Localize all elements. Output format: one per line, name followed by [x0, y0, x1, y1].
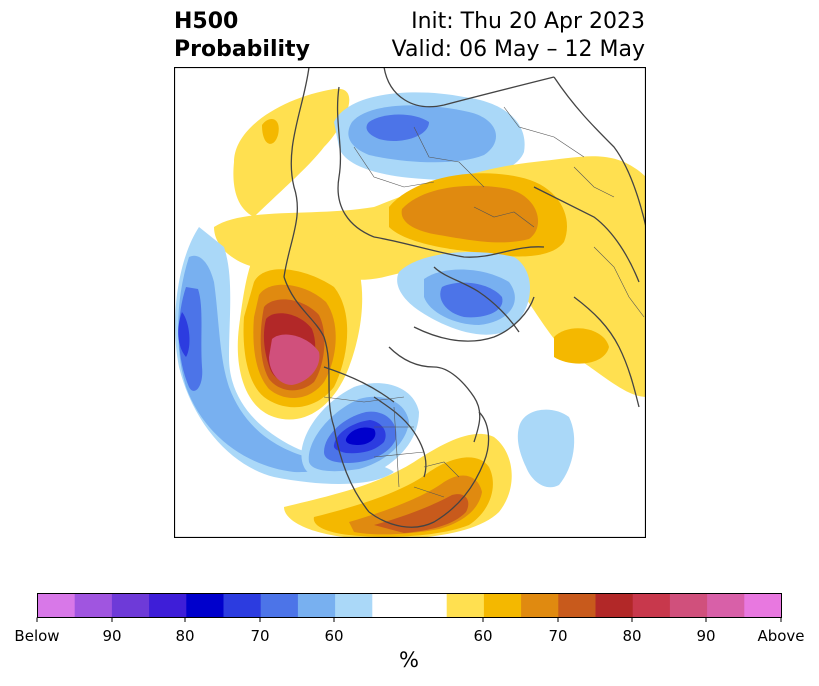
colorbar-label-below-70: 70: [250, 627, 270, 645]
anomaly-above-gulf-of-alaska: [237, 224, 363, 420]
colorbar-ticks: [36, 617, 782, 622]
colorbar-label-above-80: 80: [622, 627, 642, 645]
colorbar-segment: [37, 593, 76, 618]
init-date: Init: Thu 20 Apr 2023: [411, 9, 645, 34]
political-borders: [323, 106, 645, 498]
title-variable: H500: [174, 9, 239, 34]
title-right: Init: Thu 20 Apr 2023 Valid: 06 May – 12…: [392, 8, 645, 64]
colorbar-segment: [707, 593, 745, 618]
anomaly-below-arctic: [397, 252, 531, 335]
anomaly-above-europe: [214, 156, 646, 397]
colorbar-segment: [223, 593, 262, 618]
colorbar-segment: [372, 593, 448, 618]
colorbar-segment: [186, 593, 224, 618]
colorbar-label-below-60: 60: [324, 627, 344, 645]
colorbar-segment: [521, 593, 559, 618]
colorbar-label-below: Below: [14, 627, 60, 645]
colorbar-segment: [632, 593, 671, 618]
anomaly-below-pacific-arc: [175, 227, 394, 484]
colorbar-segment: [111, 593, 150, 618]
colorbar-label-above-60: 60: [473, 627, 493, 645]
colorbar-frame: [37, 593, 782, 618]
title-left: H500 Probability: [174, 8, 310, 64]
colorbar-segment: [260, 593, 299, 618]
colorbar-segment: [74, 593, 113, 618]
anomaly-below-eurasia: [334, 92, 525, 180]
anomaly-below-atlantic: [517, 409, 575, 488]
colorbar-segment: [558, 593, 596, 618]
valid-range: Valid: 06 May – 12 May: [391, 37, 645, 62]
colorbar: [36, 593, 782, 622]
colorbar-segment: [669, 593, 708, 618]
anomaly-above-eastern-us: [284, 433, 512, 538]
probability-map: [174, 67, 646, 538]
colorbar-label-above: Above: [757, 627, 805, 645]
colorbar-label-below-90: 90: [102, 627, 122, 645]
coastlines: [283, 67, 646, 528]
colorbar-segments: [37, 593, 782, 618]
colorbar-segment: [297, 593, 336, 618]
colorbar-segment: [483, 593, 522, 618]
colorbar-segment: [744, 593, 782, 618]
map-frame: [174, 67, 646, 538]
colorbar-unit: %: [399, 648, 419, 672]
colorbar-segment: [595, 593, 634, 618]
colorbar-segment: [446, 593, 485, 618]
colorbar-label-above-90: 90: [696, 627, 716, 645]
colorbar-segment: [335, 593, 373, 618]
colorbar-segment: [149, 593, 187, 618]
title-product: Probability: [174, 37, 310, 62]
colorbar-label-above-70: 70: [548, 627, 568, 645]
colorbar-label-below-80: 80: [175, 627, 195, 645]
